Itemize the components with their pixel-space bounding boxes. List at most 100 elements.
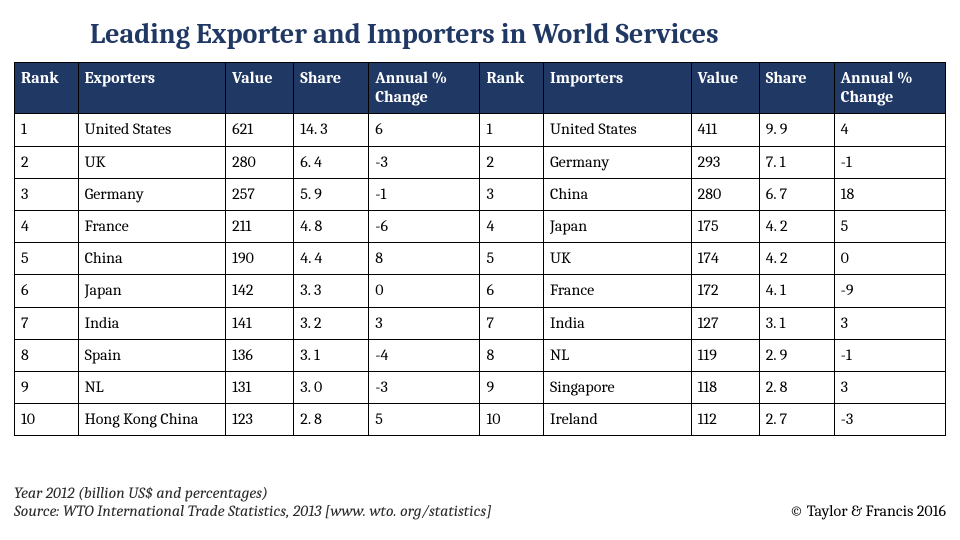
cell-ichg: 18	[834, 178, 945, 210]
cell-erank: 4	[15, 210, 79, 242]
cell-eshare: 4. 8	[294, 210, 369, 242]
table-body: 1United States62114. 361United States411…	[15, 114, 946, 436]
cell-ival: 172	[691, 275, 759, 307]
services-trade-table: Rank Exporters Value Share Annual % Chan…	[14, 62, 946, 436]
cell-eval: 142	[226, 275, 294, 307]
cell-echg: -3	[369, 146, 480, 178]
cell-imp: UK	[544, 243, 692, 275]
cell-exp: Hong Kong China	[78, 404, 226, 436]
cell-eshare: 14. 3	[294, 114, 369, 146]
cell-imp: Germany	[544, 146, 692, 178]
cell-erank: 5	[15, 243, 79, 275]
cell-echg: 0	[369, 275, 480, 307]
cell-exp: India	[78, 307, 226, 339]
cell-echg: -1	[369, 178, 480, 210]
cell-echg: 5	[369, 404, 480, 436]
cell-eval: 211	[226, 210, 294, 242]
cell-ichg: -1	[834, 146, 945, 178]
cell-irank: 9	[480, 371, 544, 403]
copyright: © Taylor & Francis 2016	[790, 502, 946, 520]
cell-eshare: 3. 1	[294, 339, 369, 371]
cell-erank: 3	[15, 178, 79, 210]
cell-eshare: 2. 8	[294, 404, 369, 436]
cell-imp: France	[544, 275, 692, 307]
col-rank-exp: Rank	[15, 63, 79, 114]
cell-erank: 8	[15, 339, 79, 371]
cell-ishare: 2. 9	[759, 339, 834, 371]
cell-ishare: 7. 1	[759, 146, 834, 178]
cell-ishare: 3. 1	[759, 307, 834, 339]
cell-imp: India	[544, 307, 692, 339]
cell-exp: France	[78, 210, 226, 242]
table-row: 4France2114. 8-64Japan1754. 25	[15, 210, 946, 242]
cell-exp: UK	[78, 146, 226, 178]
cell-eval: 190	[226, 243, 294, 275]
table-row: 3Germany2575. 9-13China2806. 718	[15, 178, 946, 210]
cell-ichg: 0	[834, 243, 945, 275]
cell-exp: Spain	[78, 339, 226, 371]
cell-erank: 1	[15, 114, 79, 146]
table-row: 1United States62114. 361United States411…	[15, 114, 946, 146]
cell-eshare: 6. 4	[294, 146, 369, 178]
cell-irank: 3	[480, 178, 544, 210]
col-value-exp: Value	[226, 63, 294, 114]
cell-eshare: 3. 3	[294, 275, 369, 307]
cell-eval: 136	[226, 339, 294, 371]
cell-ival: 119	[691, 339, 759, 371]
col-change-imp: Annual % Change	[834, 63, 945, 114]
cell-irank: 6	[480, 275, 544, 307]
cell-echg: 8	[369, 243, 480, 275]
table-row: 6Japan1423. 306France1724. 1-9	[15, 275, 946, 307]
cell-ishare: 4. 1	[759, 275, 834, 307]
cell-imp: United States	[544, 114, 692, 146]
cell-irank: 8	[480, 339, 544, 371]
cell-ishare: 2. 7	[759, 404, 834, 436]
cell-ishare: 2. 8	[759, 371, 834, 403]
cell-ichg: -9	[834, 275, 945, 307]
cell-ival: 293	[691, 146, 759, 178]
col-value-imp: Value	[691, 63, 759, 114]
cell-ishare: 4. 2	[759, 210, 834, 242]
cell-eval: 141	[226, 307, 294, 339]
cell-ichg: 4	[834, 114, 945, 146]
cell-imp: China	[544, 178, 692, 210]
cell-erank: 2	[15, 146, 79, 178]
cell-ival: 175	[691, 210, 759, 242]
cell-imp: Singapore	[544, 371, 692, 403]
cell-exp: Japan	[78, 275, 226, 307]
cell-ichg: 5	[834, 210, 945, 242]
table-row: 9NL1313. 0-39Singapore1182. 83	[15, 371, 946, 403]
cell-echg: 6	[369, 114, 480, 146]
cell-ishare: 4. 2	[759, 243, 834, 275]
cell-irank: 7	[480, 307, 544, 339]
cell-eval: 621	[226, 114, 294, 146]
cell-ival: 127	[691, 307, 759, 339]
cell-eshare: 4. 4	[294, 243, 369, 275]
cell-ishare: 9. 9	[759, 114, 834, 146]
cell-ival: 411	[691, 114, 759, 146]
col-share-exp: Share	[294, 63, 369, 114]
cell-irank: 2	[480, 146, 544, 178]
cell-echg: -6	[369, 210, 480, 242]
cell-exp: Germany	[78, 178, 226, 210]
cell-ival: 112	[691, 404, 759, 436]
cell-ichg: 3	[834, 371, 945, 403]
cell-eval: 280	[226, 146, 294, 178]
cell-erank: 6	[15, 275, 79, 307]
table-row: 8Spain1363. 1-48NL1192. 9-1	[15, 339, 946, 371]
cell-erank: 9	[15, 371, 79, 403]
cell-irank: 1	[480, 114, 544, 146]
col-importers: Importers	[544, 63, 692, 114]
table-row: 7India1413. 237India1273. 13	[15, 307, 946, 339]
table-container: Rank Exporters Value Share Annual % Chan…	[0, 62, 960, 436]
table-row: 10Hong Kong China1232. 8510Ireland1122. …	[15, 404, 946, 436]
cell-exp: United States	[78, 114, 226, 146]
cell-ival: 174	[691, 243, 759, 275]
col-share-imp: Share	[759, 63, 834, 114]
footer-year-note: Year 2012 (billion US$ and percentages)	[14, 484, 946, 502]
table-row: 5China1904. 485UK1744. 20	[15, 243, 946, 275]
cell-echg: 3	[369, 307, 480, 339]
cell-eshare: 5. 9	[294, 178, 369, 210]
cell-eval: 257	[226, 178, 294, 210]
cell-imp: Ireland	[544, 404, 692, 436]
